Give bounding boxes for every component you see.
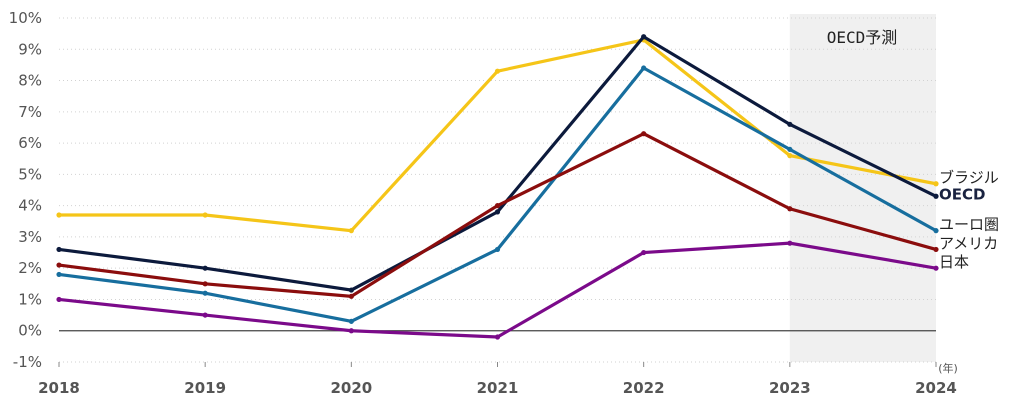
data-point — [202, 312, 208, 318]
data-point — [933, 193, 939, 199]
data-point — [641, 249, 647, 256]
y-tick-label: 9% — [18, 40, 42, 58]
y-tick-label: 10% — [9, 9, 42, 27]
data-point — [641, 131, 647, 137]
data-point — [787, 153, 793, 159]
data-point — [202, 281, 208, 287]
gridlines — [59, 17, 936, 363]
series-label: 日本 — [939, 253, 969, 271]
y-tick-label: 5% — [18, 165, 42, 183]
x-tick-label: 2019 — [184, 379, 226, 397]
data-point — [56, 271, 62, 278]
data-point — [787, 146, 793, 152]
data-point — [494, 203, 501, 209]
forecast-label: OECD予測 — [827, 28, 898, 47]
data-point — [494, 246, 501, 253]
y-tick-label: 2% — [18, 259, 42, 277]
y-tick-label: 8% — [18, 72, 42, 90]
data-point — [494, 68, 501, 74]
y-tick-label: -1% — [13, 353, 42, 371]
y-axis-ticks: -1% 0% 1% 2% 3% 4% 5% 6% 7% 8% 9% 10% — [9, 9, 42, 371]
data-point — [202, 290, 208, 296]
y-tick-label: 3% — [18, 228, 42, 246]
y-tick-label: 7% — [18, 103, 42, 121]
x-tick-label: 2024 — [915, 379, 957, 397]
data-point — [56, 212, 62, 218]
data-point — [202, 212, 208, 218]
data-point — [348, 287, 354, 293]
data-point — [787, 121, 793, 127]
x-tick-label: 2018 — [38, 379, 80, 397]
data-point — [787, 206, 793, 212]
y-tick-label: 4% — [18, 197, 42, 215]
forecast-shade — [789, 14, 936, 362]
data-point — [348, 228, 354, 234]
forecast-region — [789, 14, 936, 362]
data-point — [641, 34, 647, 40]
x-tick-label: 2020 — [330, 379, 372, 397]
data-point — [933, 246, 939, 253]
data-point — [494, 334, 501, 340]
data-point — [348, 293, 354, 299]
data-point — [202, 265, 208, 271]
series-lines — [56, 34, 939, 340]
series-label: ブラジル — [939, 169, 999, 187]
series-label: ユーロ圏 — [939, 216, 999, 234]
x-axis-unit-label: (年) — [938, 361, 958, 375]
data-point — [56, 296, 62, 303]
series-label: OECD — [939, 185, 985, 203]
data-point — [641, 65, 647, 71]
data-point — [56, 246, 62, 253]
x-tick-label: 2021 — [477, 379, 519, 397]
y-tick-label: 6% — [18, 134, 42, 152]
series-label: アメリカ — [939, 234, 998, 252]
data-point — [787, 240, 793, 246]
y-tick-label: 1% — [18, 290, 42, 308]
data-point — [494, 209, 501, 215]
data-point — [348, 318, 354, 324]
y-tick-label: 0% — [18, 322, 42, 340]
data-point — [56, 262, 62, 268]
data-point — [933, 265, 939, 271]
data-point — [348, 328, 354, 334]
x-tick-label: 2022 — [623, 379, 665, 397]
x-axis-ticks: 2018 2019 2020 2021 2022 2023 2024 — [38, 362, 957, 397]
x-tick-label: 2023 — [769, 379, 811, 397]
data-point — [933, 181, 939, 187]
data-point — [933, 228, 939, 234]
